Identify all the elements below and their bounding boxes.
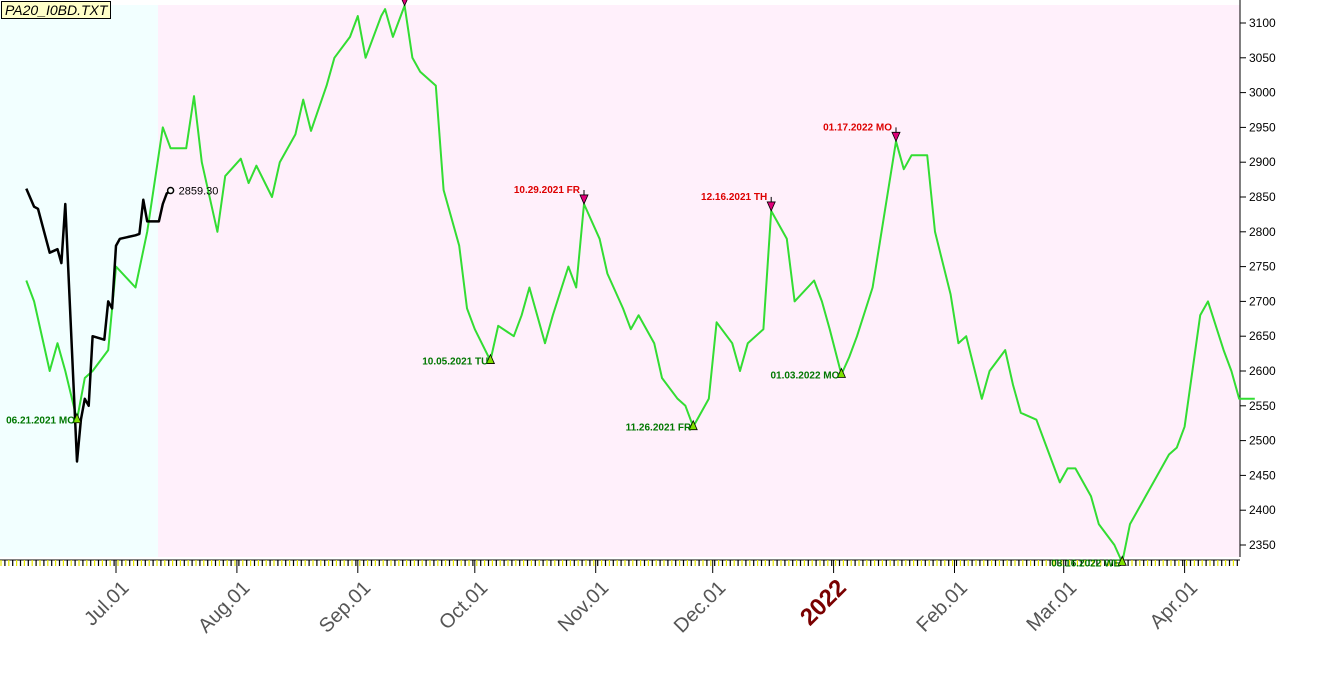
series-end-marker [166, 186, 175, 195]
peak-label: 12.16.2021 TH [701, 192, 767, 203]
trough-marker [485, 353, 496, 364]
x-year-label: 2022 [795, 574, 852, 631]
peak-label: 10.29.2021 FR [514, 185, 581, 196]
trough-label: 01.03.2022 MO [770, 370, 839, 381]
trough-marker [72, 412, 82, 424]
x-month-label: Mar.01 [1022, 577, 1081, 636]
trough-marker [1117, 555, 1127, 566]
trough-marker [688, 419, 698, 431]
x-month-label: Sep.01 [315, 577, 375, 637]
bg-left-panel [0, 5, 158, 557]
y-tick-label: 2650 [1249, 329, 1276, 343]
y-tick-label: 2550 [1249, 399, 1276, 413]
x-month-label: Nov.01 [554, 577, 613, 636]
y-tick-label: 2400 [1249, 503, 1276, 517]
y-tick-label: 2350 [1249, 538, 1276, 552]
peak-label: 01.17.2022 MO [823, 122, 892, 133]
y-tick-label: 3000 [1249, 86, 1276, 100]
trough-label: 10.05.2021 TU [422, 357, 488, 368]
y-tick-label: 2750 [1249, 260, 1276, 274]
series-overlay-line [25, 188, 172, 463]
x-month-label: Jul.01 [80, 577, 133, 630]
y-tick-label: 2450 [1249, 468, 1276, 482]
y-tick-label: 2900 [1249, 155, 1276, 169]
y-tick-label: 2800 [1249, 225, 1276, 239]
file-label: PA20_I0BD.TXT [1, 1, 112, 19]
y-tick-label: 2500 [1249, 434, 1276, 448]
bg-right-panel [158, 5, 1240, 557]
y-tick-label: 2950 [1249, 120, 1276, 134]
y-tick-label: 2700 [1249, 294, 1276, 308]
trough-label: 03.16.2022 WE [1051, 558, 1120, 569]
trough-label: 06.21.2021 MO [6, 416, 75, 427]
peak-marker [401, 0, 408, 7]
series-main-line [25, 4, 1255, 564]
y-tick-label: 2850 [1249, 190, 1276, 204]
trough-marker [836, 367, 847, 378]
x-month-label: Apr.01 [1146, 577, 1202, 633]
x-month-label: Dec.01 [670, 577, 730, 637]
trough-label: 11.26.2021 FR [626, 423, 692, 434]
x-month-label: Oct.01 [435, 577, 492, 634]
x-month-label: Feb.01 [912, 577, 972, 637]
x-month-label: Aug.01 [194, 577, 254, 637]
y-tick-label: 3100 [1249, 16, 1276, 30]
y-tick-label: 3050 [1249, 51, 1276, 65]
series-end-label: 2859.30 [179, 186, 219, 198]
y-tick-label: 2600 [1249, 364, 1276, 378]
